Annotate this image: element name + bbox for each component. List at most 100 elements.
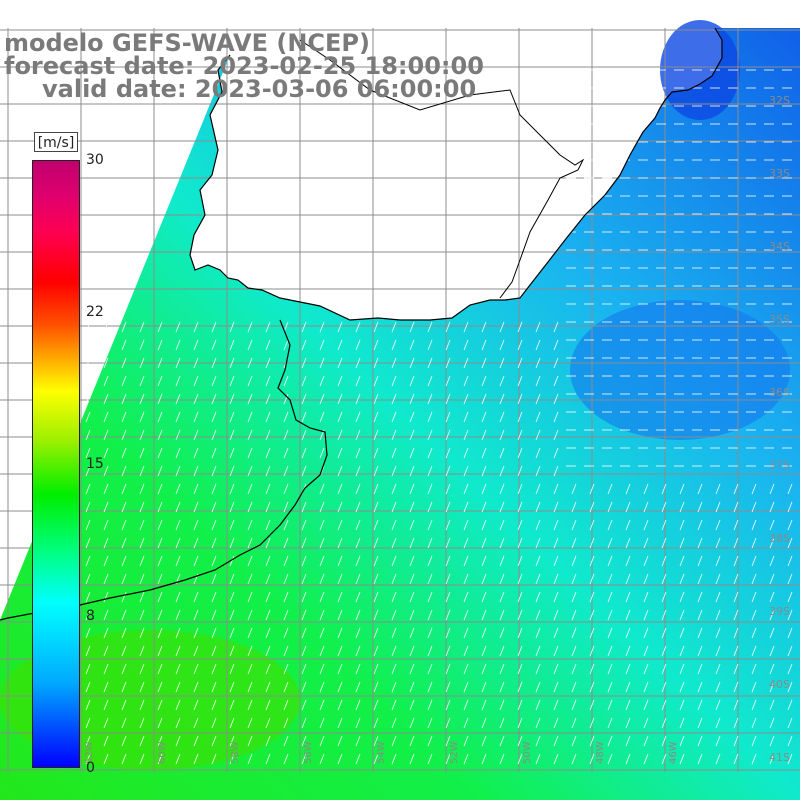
wind-arrow (373, 393, 379, 405)
wind-arrow (463, 411, 469, 423)
wind-arrow (85, 555, 91, 567)
wind-arrow (571, 753, 577, 765)
wind-arrow (265, 447, 271, 459)
wind-arrow (319, 321, 325, 333)
wind-arrow (589, 663, 595, 675)
wind-arrow (409, 609, 415, 621)
wind-arrow (445, 735, 451, 747)
wind-arrow (193, 591, 199, 603)
wind-arrow (517, 321, 523, 333)
wind-arrow (499, 717, 505, 729)
wind-arrow (265, 663, 271, 675)
wind-arrow (643, 717, 649, 729)
wind-arrow (499, 645, 505, 657)
wind-arrow (337, 465, 343, 477)
wind-arrow (733, 555, 739, 567)
wind-arrow (553, 357, 559, 369)
wind-arrow (85, 375, 91, 387)
wind-arrow (535, 609, 541, 621)
longitude-label: 50W (522, 741, 533, 764)
wind-arrow (283, 699, 289, 711)
wind-arrow (445, 465, 451, 477)
wind-arrow (229, 609, 235, 621)
wind-arrow (733, 609, 739, 621)
wind-arrow (337, 447, 343, 459)
wind-arrow (427, 483, 433, 495)
wind-arrow (481, 411, 487, 423)
wind-arrow (391, 519, 397, 531)
wind-arrow (607, 753, 613, 765)
wind-arrow (715, 735, 721, 747)
wind-arrow (193, 663, 199, 675)
wind-arrow (301, 735, 307, 747)
wind-arrow (337, 591, 343, 603)
wind-arrow (535, 465, 541, 477)
wind-arrow (139, 609, 145, 621)
wind-arrow (373, 465, 379, 477)
wind-arrow (535, 591, 541, 603)
wind-arrow (139, 429, 145, 441)
wind-arrow (463, 393, 469, 405)
wind-arrow (337, 681, 343, 693)
wind-arrow (157, 339, 163, 351)
wind-arrow (373, 555, 379, 567)
wind-arrow (679, 663, 685, 675)
wind-arrow (463, 501, 469, 513)
wind-arrow (103, 429, 109, 441)
wind-arrow (481, 375, 487, 387)
wind-arrow (481, 321, 487, 333)
wind-arrow (427, 537, 433, 549)
wind-arrow (481, 699, 487, 711)
wind-arrow (247, 537, 253, 549)
wind-arrow (337, 321, 343, 333)
colorbar-tick-15: 15 (86, 456, 104, 472)
wind-arrow (607, 627, 613, 639)
wind-arrow (697, 609, 703, 621)
wind-arrow (391, 393, 397, 405)
wind-arrow (499, 555, 505, 567)
wind-arrow (535, 501, 541, 513)
wind-arrow (535, 321, 541, 333)
wind-arrow (697, 483, 703, 495)
wind-arrow (229, 753, 235, 765)
wind-arrow (319, 681, 325, 693)
wind-arrow (139, 645, 145, 657)
wind-arrow (769, 645, 775, 657)
wind-arrow (517, 519, 523, 531)
wind-arrow (463, 519, 469, 531)
wind-arrow (229, 573, 235, 585)
wind-arrow (229, 519, 235, 531)
wind-arrow (139, 627, 145, 639)
latitude-label: 34S (769, 240, 790, 253)
wind-arrow (643, 681, 649, 693)
wind-arrow (391, 717, 397, 729)
wind-arrow (697, 663, 703, 675)
wind-arrow (355, 591, 361, 603)
wind-arrow (553, 627, 559, 639)
wind-arrow (229, 393, 235, 405)
wind-arrow (481, 501, 487, 513)
wind-arrow (409, 357, 415, 369)
wind-arrow (499, 393, 505, 405)
wind-arrow (175, 753, 181, 765)
wind-arrow (607, 591, 613, 603)
wind-arrow (715, 627, 721, 639)
wind-arrow (463, 699, 469, 711)
ocean-area (0, 28, 800, 800)
wind-arrow (175, 429, 181, 441)
wind-arrow (481, 447, 487, 459)
wind-arrow (229, 645, 235, 657)
wind-arrow (517, 393, 523, 405)
wind-arrow (643, 537, 649, 549)
wind-arrow (427, 519, 433, 531)
wind-arrow (337, 753, 343, 765)
wind-arrow (139, 393, 145, 405)
wind-arrow (139, 465, 145, 477)
wind-arrow (247, 447, 253, 459)
wind-arrow (751, 645, 757, 657)
wind-arrow (535, 447, 541, 459)
wind-arrow (283, 483, 289, 495)
wind-arrow (103, 321, 109, 333)
wind-arrow (787, 699, 793, 711)
wind-arrow (103, 537, 109, 549)
